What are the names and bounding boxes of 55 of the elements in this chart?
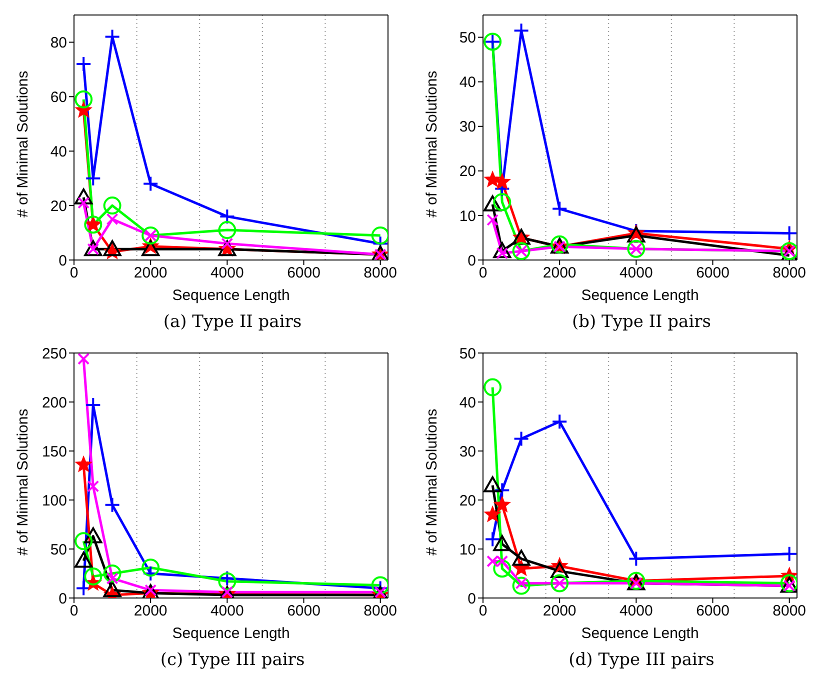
y-tick-label: 0 <box>468 252 476 270</box>
text: (a) Type II pairs <box>162 312 303 332</box>
x-tick-label: 0 <box>478 602 488 620</box>
x-tick-label: 6000 <box>696 602 730 620</box>
y-tick-label: 10 <box>459 541 476 558</box>
y-axis-title: # of Minimal Solutions <box>14 408 32 556</box>
y-tick-label: 50 <box>459 345 476 362</box>
x-tick-label: 4000 <box>210 602 244 620</box>
y-tick-label: 200 <box>42 394 67 412</box>
y-tick-label: 50 <box>459 30 476 47</box>
x-tick-label: 2000 <box>134 264 168 282</box>
x-tick-label: 8000 <box>364 264 398 282</box>
x-axis-title: Sequence Length <box>172 625 290 642</box>
x-tick-label: 6000 <box>696 264 730 282</box>
y-tick-label: 0 <box>58 590 67 608</box>
y-tick-label: 0 <box>58 252 67 270</box>
x-axis-title: Sequence Length <box>172 287 290 304</box>
x-tick-label: 0 <box>70 602 78 620</box>
y-tick-label: 250 <box>42 345 67 362</box>
y-tick-label: 0 <box>468 590 476 608</box>
y-axis-title: # of Minimal Solutions <box>14 70 32 218</box>
x-tick-label: 4000 <box>619 602 653 620</box>
x-tick-label: 4000 <box>210 264 244 282</box>
text: (d) Type III pairs <box>568 650 716 670</box>
y-tick-label: 60 <box>50 88 67 106</box>
x-tick-label: 2000 <box>542 602 576 620</box>
text: (c) Type III pairs <box>159 650 306 670</box>
x-axis-title: Sequence Length <box>581 625 699 642</box>
x-tick-label: 8000 <box>772 602 806 620</box>
y-tick-label: 30 <box>459 118 476 136</box>
y-tick-label: 20 <box>459 492 476 510</box>
y-tick-label: 40 <box>459 74 476 92</box>
x-tick-label: 2000 <box>134 602 168 620</box>
x-tick-label: 6000 <box>287 264 320 282</box>
text: (b) Type II pairs <box>571 312 712 332</box>
y-tick-label: 30 <box>459 443 476 460</box>
y-tick-label: 80 <box>50 34 67 52</box>
x-tick-label: 2000 <box>542 264 576 282</box>
y-axis-title: # of Minimal Solutions <box>423 70 440 218</box>
y-tick-label: 20 <box>50 198 67 215</box>
y-tick-label: 10 <box>459 208 476 225</box>
x-tick-label: 6000 <box>287 602 320 620</box>
y-tick-label: 40 <box>459 394 476 412</box>
y-tick-label: 150 <box>42 443 67 460</box>
y-tick-label: 100 <box>42 492 67 510</box>
x-axis-title: Sequence Length <box>581 287 699 304</box>
x-tick-label: 4000 <box>619 264 653 282</box>
y-axis-title: # of Minimal Solutions <box>423 408 440 556</box>
y-tick-label: 20 <box>459 163 476 180</box>
y-tick-label: 40 <box>50 143 67 160</box>
x-tick-label: 0 <box>478 264 488 282</box>
x-tick-label: 0 <box>70 264 78 282</box>
y-tick-label: 50 <box>50 541 67 558</box>
x-tick-label: 8000 <box>364 602 398 620</box>
x-tick-label: 8000 <box>772 264 806 282</box>
